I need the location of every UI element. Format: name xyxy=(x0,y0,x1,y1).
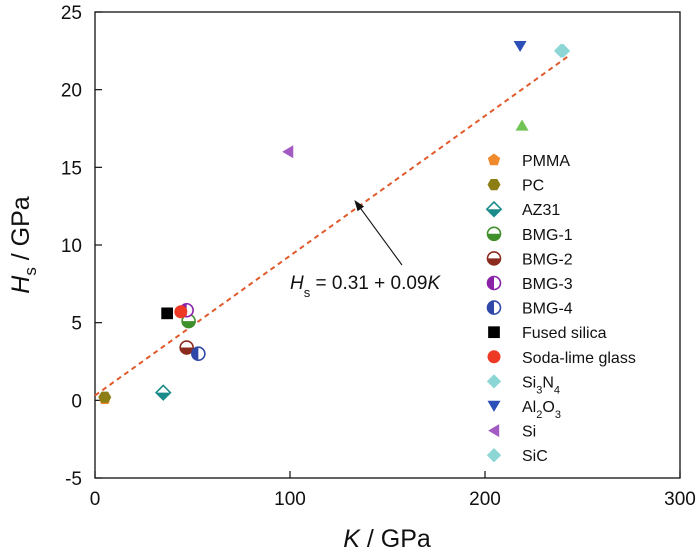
x-axis-label: K / GPa xyxy=(343,525,431,553)
legend-label-fused-silica: Fused silica xyxy=(522,325,607,342)
data-point-soda-lime-glass xyxy=(174,305,188,319)
legend-label-sic: SiC xyxy=(522,448,548,465)
x-tick-label: 300 xyxy=(664,489,696,510)
legend-marker-az31 xyxy=(485,200,503,218)
annotation-arrow-line xyxy=(356,203,403,266)
y-tick-label: 20 xyxy=(61,81,82,102)
legend-marker-pmma xyxy=(487,153,501,166)
fit-line xyxy=(94,54,570,397)
legend: PMMA PC AZ31 BMG-1 BMG-2 BMG-3 BMG-4 Fused sili… xyxy=(485,153,636,465)
y-tick-label: 25 xyxy=(61,3,82,24)
x-tick-label: 200 xyxy=(469,489,501,510)
legend-label-bmg-3: BMG-3 xyxy=(522,276,573,293)
legend-marker-bmg-3 xyxy=(486,275,502,291)
data-point-fused-silica xyxy=(161,307,173,320)
legend-label-bmg-4: BMG-4 xyxy=(522,301,573,318)
legend-label-si: Si xyxy=(522,424,536,441)
legend-label-al2o3: Al2O3 xyxy=(522,399,561,421)
data-point-si xyxy=(282,145,294,159)
axis-ticks: 0 100 200 300 -5 0 5 10 15 20 25 xyxy=(61,3,696,510)
data-point-triangle-up xyxy=(515,119,529,131)
legend-marker-sic xyxy=(486,448,502,463)
legend-marker-si xyxy=(488,424,500,438)
data-point-al2o3 xyxy=(513,40,527,53)
y-tick-label: 0 xyxy=(71,391,82,412)
annotation-arrow-head xyxy=(354,199,365,212)
y-tick-label: 15 xyxy=(61,158,82,179)
equation-annotation: Hs = 0.31 + 0.09K xyxy=(290,199,442,300)
legend-marker-bmg-4 xyxy=(486,300,502,315)
y-tick-label: -5 xyxy=(65,469,82,490)
legend-marker-bmg-2 xyxy=(486,251,502,266)
legend-marker-pc xyxy=(487,178,501,191)
legend-label-si3n4: Si3N4 xyxy=(522,374,560,396)
legend-label-pmma: PMMA xyxy=(522,153,570,170)
legend-label-soda-lime-glass: Soda-lime glass xyxy=(522,350,636,367)
fit-line-layer xyxy=(94,54,570,397)
data-point-bmg-2 xyxy=(179,340,194,355)
legend-label-bmg-2: BMG-2 xyxy=(522,251,573,268)
data-point-az31 xyxy=(154,384,172,401)
legend-marker-al2o3 xyxy=(487,400,501,412)
y-tick-label: 10 xyxy=(61,236,82,257)
legend-label-bmg-1: BMG-1 xyxy=(522,227,573,244)
x-tick-label: 100 xyxy=(274,489,306,510)
data-point-bmg-4 xyxy=(191,346,206,362)
legend-label-az31: AZ31 xyxy=(522,202,560,219)
legend-marker-si3n4 xyxy=(486,374,502,389)
legend-label-pc: PC xyxy=(522,178,544,195)
legend-marker-fused-silica xyxy=(488,326,500,339)
legend-marker-soda-lime-glass xyxy=(487,350,501,364)
data-point-sic xyxy=(553,43,569,58)
fit-equation: Hs = 0.31 + 0.09K xyxy=(290,273,442,300)
legend-marker-bmg-1 xyxy=(486,226,502,242)
data-points-layer xyxy=(98,40,571,405)
y-tick-label: 5 xyxy=(71,314,82,335)
y-axis-label: Hs / GPa xyxy=(7,196,40,294)
x-tick-label: 0 xyxy=(90,489,101,510)
data-point-pc xyxy=(98,391,112,403)
